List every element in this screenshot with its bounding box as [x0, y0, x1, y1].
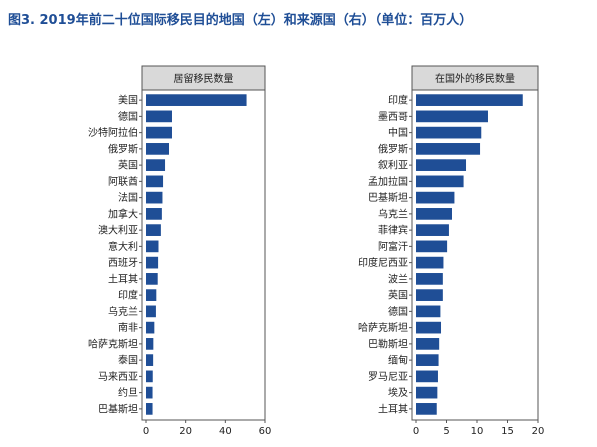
bar	[416, 321, 442, 334]
bar	[416, 159, 467, 171]
category-label: 南非	[118, 321, 138, 334]
category-label: 叙利亚	[378, 159, 408, 172]
category-label: 缅甸	[388, 354, 408, 367]
category-label: 俄罗斯	[378, 142, 408, 155]
panel-title: 在国外的移民数量	[435, 72, 515, 85]
category-label: 德国	[118, 110, 138, 123]
panel-header	[141, 65, 266, 91]
category-label: 孟加拉国	[368, 175, 408, 188]
category-label: 菲律宾	[378, 224, 408, 237]
bar	[416, 256, 444, 269]
bar	[146, 338, 154, 350]
bar	[146, 403, 153, 415]
category-label: 加拿大	[108, 207, 138, 220]
category-label: 意大利	[108, 240, 138, 253]
bar	[416, 191, 455, 204]
bar	[146, 256, 159, 269]
bar	[416, 370, 438, 383]
category-label: 土耳其	[108, 272, 138, 285]
bar	[146, 240, 159, 253]
category-label: 中国	[388, 126, 408, 139]
category-label: 印度	[118, 289, 138, 302]
category-label: 泰国	[118, 354, 138, 367]
category-label: 哈萨克斯坦	[88, 337, 138, 350]
category-label: 乌克兰	[378, 207, 408, 220]
category-label: 阿联酋	[108, 175, 138, 188]
bar	[146, 110, 172, 123]
category-label: 土耳其	[378, 402, 408, 415]
figure-title: 图3. 2019年前二十位国际移民目的地国（左）和来源国（右）（单位：百万人）	[8, 13, 473, 28]
chart-left-destination: 居留移民数量美国德国沙特阿拉伯俄罗斯英国阿联酋法国加拿大澳大利亚意大利西班牙土耳…	[88, 65, 272, 437]
x-tick-label: 40	[219, 426, 232, 437]
bar	[146, 305, 156, 318]
bar	[146, 143, 170, 155]
x-tick-label: 5	[443, 426, 449, 437]
category-label: 西班牙	[108, 257, 138, 269]
category-label: 巴基斯坦	[98, 402, 138, 415]
bar	[146, 273, 158, 285]
category-label: 澳大利亚	[98, 224, 138, 237]
category-label: 波兰	[388, 272, 408, 285]
bar	[146, 321, 155, 334]
bar	[416, 175, 464, 188]
category-label: 印度尼西亚	[358, 256, 408, 269]
x-tick-label: 0	[143, 426, 149, 437]
bar	[416, 126, 482, 139]
bar	[146, 191, 163, 204]
x-tick-label: 10	[471, 426, 484, 437]
category-label: 沙特阿拉伯	[88, 126, 138, 139]
category-label: 英国	[118, 159, 138, 172]
bar	[416, 143, 481, 155]
category-label: 墨西哥	[378, 111, 408, 123]
category-label: 印度	[388, 94, 408, 107]
category-label: 巴基斯坦	[368, 191, 408, 204]
bar	[416, 224, 449, 236]
chart-right-origin: 在国外的移民数量印度墨西哥中国俄罗斯叙利亚孟加拉国巴基斯坦乌克兰菲律宾阿富汗印度…	[358, 65, 545, 437]
bar	[416, 273, 443, 285]
x-tick-label: 15	[501, 426, 514, 437]
bar	[416, 305, 441, 318]
category-label: 哈萨克斯坦	[358, 321, 408, 334]
category-label: 巴勒斯坦	[368, 337, 408, 350]
category-label: 罗马尼亚	[368, 371, 408, 383]
x-tick-label: 20	[532, 426, 545, 437]
bar	[416, 403, 437, 415]
plot-frame	[141, 89, 266, 421]
bar	[416, 354, 439, 366]
category-label: 埃及	[388, 386, 408, 399]
bar	[146, 208, 162, 220]
bar	[146, 224, 161, 236]
bar	[146, 370, 153, 383]
panel-header	[411, 65, 539, 91]
bar	[416, 386, 438, 399]
bar	[416, 240, 448, 253]
category-label: 乌克兰	[108, 305, 138, 318]
bar	[146, 159, 166, 171]
x-tick-label: 20	[179, 426, 192, 437]
bar	[146, 354, 154, 366]
bar	[146, 386, 153, 399]
bar	[146, 94, 247, 106]
panel-title: 居留移民数量	[174, 72, 234, 85]
bar	[416, 289, 443, 301]
bar	[416, 110, 488, 123]
category-label: 美国	[118, 94, 138, 107]
category-label: 马来西亚	[98, 371, 138, 383]
x-tick-label: 0	[413, 426, 419, 437]
plot-frame	[411, 89, 539, 421]
category-label: 约旦	[118, 386, 138, 399]
category-label: 德国	[388, 305, 408, 318]
category-label: 法国	[118, 191, 138, 204]
bar	[416, 94, 523, 106]
bar	[146, 126, 172, 139]
category-label: 阿富汗	[378, 240, 408, 253]
category-label: 英国	[388, 289, 408, 302]
bar	[416, 208, 452, 220]
x-tick-label: 60	[259, 426, 272, 437]
category-label: 俄罗斯	[108, 142, 138, 155]
bar	[146, 175, 164, 188]
bar	[146, 289, 157, 301]
bar	[416, 338, 440, 350]
